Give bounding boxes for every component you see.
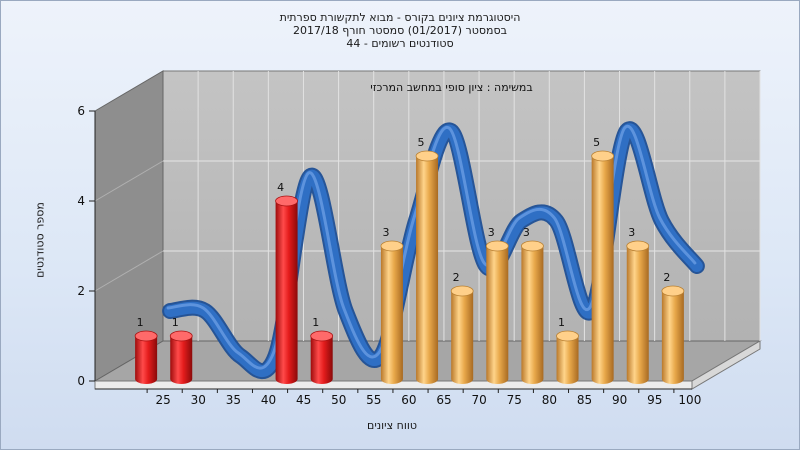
x-tick-label: 75 [507,393,522,407]
data-label: 2 [453,271,460,284]
data-label: 3 [523,226,530,239]
bar-top [134,330,158,342]
x-axis-label: טווח ציונים [367,419,417,432]
bar-top [556,330,579,342]
bar-top [415,150,439,162]
bar-body [380,246,403,384]
bar-top [169,330,193,342]
x-tick-label: 25 [155,393,170,407]
bar-top [591,150,615,162]
x-tick-label: 70 [472,393,487,407]
bar-top [275,195,298,207]
bar-30 [169,330,193,384]
bar-85 [556,330,579,384]
x-tick-label: 80 [542,393,557,407]
bar-body [170,336,193,384]
chart-inner-title: במשימה : ציון סופי במחשב המרכזי [370,81,533,94]
bar-50 [310,330,334,384]
bar-70 [450,285,474,384]
data-label: 2 [663,271,670,284]
x-tick-label: 65 [436,393,451,407]
y-axis-label: מספר סטודנטים [33,202,47,278]
x-tick-label: 30 [191,393,206,407]
chart-title-line-3: סטודנטים רשומים - 44 [346,37,454,50]
bar-body [451,291,474,384]
bar-body [310,336,333,384]
data-label: 5 [593,136,600,149]
data-label: 3 [382,226,389,239]
bar-body [591,156,614,384]
bar-body [661,291,684,384]
bar-body [521,246,544,384]
y-tick-label: 6 [77,104,85,118]
gridline-left-wall [94,160,164,202]
bar-top [450,285,474,297]
data-label: 1 [137,316,144,329]
x-tick-label: 100 [678,393,701,407]
bar-75 [485,240,509,384]
bar-top [626,240,650,252]
x-tick-label: 50 [331,393,346,407]
x-tick-label: 60 [401,393,416,407]
x-tick-label: 95 [647,393,662,407]
data-label: 5 [418,136,425,149]
x-tick-label: 85 [577,393,592,407]
bar-60 [380,240,404,384]
data-label: 3 [628,226,635,239]
data-label: 1 [172,316,179,329]
bar-top [380,240,404,252]
bar-95 [626,240,650,384]
data-label: 1 [312,316,319,329]
bar-top [521,240,544,252]
bar-top [310,330,334,342]
bar-body [486,246,509,384]
chart-title-line-2: בסמסטר (01/2017) סמסטר חורף 2017/18 [293,24,507,37]
x-tick-label: 55 [366,393,381,407]
bar-body [626,246,649,384]
x-tick-label: 90 [612,393,627,407]
chart-title-line-1: היסטוגרמת ציונים בקורס - מבוא לתקשורת ספ… [279,11,521,24]
data-label: 3 [488,226,495,239]
bar-65 [415,150,439,384]
x-tick-label: 35 [226,393,241,407]
bar-top [661,285,685,297]
data-label: 4 [277,181,284,194]
bar-100 [661,285,685,384]
y-tick-label: 2 [77,284,85,298]
bar-45 [275,195,298,384]
bar-body [416,156,439,384]
x-tick-label: 45 [296,393,311,407]
bar-90 [591,150,615,384]
bar-80 [521,240,544,384]
bar-body [556,336,579,384]
bar-25 [134,330,158,384]
y-tick-label: 0 [77,374,85,388]
bar-body [135,336,158,384]
bar-top [485,240,509,252]
data-label: 1 [558,316,565,329]
y-tick-label: 4 [77,194,85,208]
gridline-left-wall [94,250,164,292]
bar-body [275,201,298,384]
x-tick-label: 40 [261,393,276,407]
